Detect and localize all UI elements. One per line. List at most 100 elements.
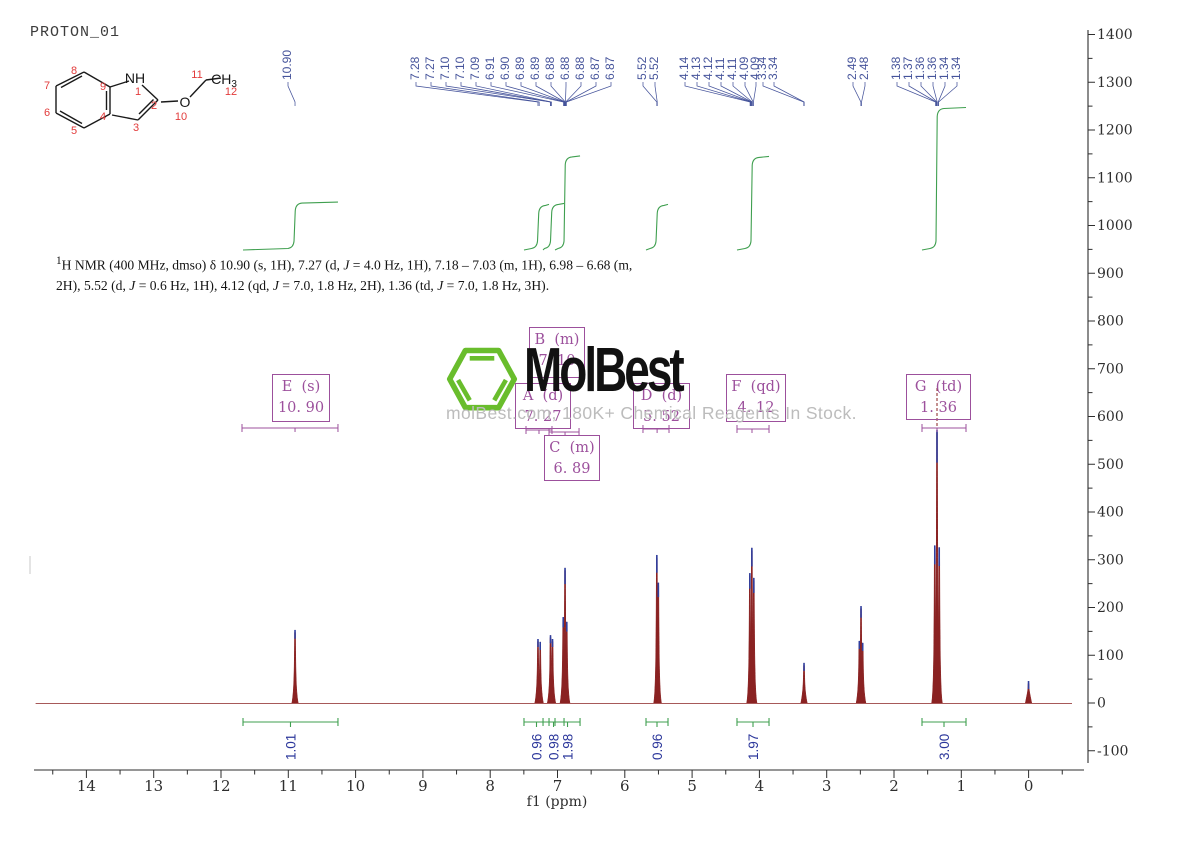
peak-shift-label: 6.88 xyxy=(558,56,572,80)
assignment-box-B: B (m) 7. 10 xyxy=(529,327,585,378)
peak-label-connector xyxy=(475,82,552,106)
peak-label-connector xyxy=(535,82,566,106)
integral-value-label: 0.96 xyxy=(530,734,545,760)
molbest-logo: MolBest xyxy=(446,340,737,420)
peak-shift-label: 5.52 xyxy=(647,56,661,80)
peak-label-connector xyxy=(938,82,958,106)
x-axis-tick-label: 8 xyxy=(485,777,495,795)
bond xyxy=(137,99,159,121)
assignment-box-D: D (d) 5. 52 xyxy=(633,383,690,429)
y-axis-tick-label: 400 xyxy=(1097,505,1124,521)
integral-range-bracket xyxy=(554,718,581,727)
x-axis-tick-label: 9 xyxy=(418,777,428,795)
integral-range-bracket xyxy=(736,718,770,727)
x-axis-tick-label: 12 xyxy=(211,777,230,795)
peak-shift-label: 4.12 xyxy=(701,56,715,80)
atom-number: 12 xyxy=(225,86,237,98)
x-axis-tick-label: 10 xyxy=(346,777,365,795)
double-bond xyxy=(59,110,83,125)
peak-label-connector xyxy=(920,82,938,106)
integral-curve xyxy=(736,155,770,251)
nmr-peak xyxy=(291,629,299,704)
peak-shift-label: 1.37 xyxy=(901,56,915,80)
page-title: PROTON_01 xyxy=(30,24,121,41)
bond xyxy=(83,71,111,88)
assignment-label: E (s) xyxy=(281,379,321,395)
atom-number: 10 xyxy=(175,111,187,123)
integral-range-bracket xyxy=(645,718,669,727)
peak-shift-label: 3.34 xyxy=(755,56,769,80)
nmr-annotation: 1H NMR (400 MHz, dmso) δ 10.90 (s, 1H), … xyxy=(56,255,633,293)
atom-number: 9 xyxy=(100,81,106,93)
x-axis-tick-label: 3 xyxy=(822,777,832,795)
peak-label-connector xyxy=(505,82,565,106)
integral-curve xyxy=(921,106,967,251)
integral-curve xyxy=(645,203,669,251)
peak-shift-label: 3.34 xyxy=(766,56,780,80)
double-bond xyxy=(60,75,83,89)
y-axis-tick-label: 600 xyxy=(1097,409,1124,425)
peak-shift-label: 4.11 xyxy=(713,57,727,80)
x-axis-tick-label: 13 xyxy=(144,777,163,795)
peak-shift-label: 6.87 xyxy=(588,56,602,80)
integral-value-label: 1.97 xyxy=(746,734,761,760)
integral-range-bracket xyxy=(921,718,967,727)
integral-curve xyxy=(242,201,338,251)
peak-shift-label: 6.89 xyxy=(513,56,527,80)
peak-label-connector xyxy=(460,82,552,106)
assignment-range-bracket xyxy=(525,426,553,434)
peak-label-connector xyxy=(565,82,582,106)
peak-shift-label: 2.49 xyxy=(845,56,859,80)
x-axis-tick-label: 6 xyxy=(620,777,630,795)
peak-shift-label: 4.13 xyxy=(689,56,703,80)
bond xyxy=(55,112,85,129)
peak-label-connector xyxy=(753,82,757,106)
peak-label-connector xyxy=(932,82,938,106)
peak-shift-label: 4.14 xyxy=(677,56,691,80)
assignment-range-bracket xyxy=(548,428,580,436)
x-axis-tick-label: 4 xyxy=(755,777,765,795)
peak-label-connector xyxy=(430,82,540,106)
atom-label: O xyxy=(180,94,191,110)
peak-label-connector xyxy=(696,82,752,106)
x-axis-tick-label: 2 xyxy=(889,777,899,795)
x-axis-tick-label: 14 xyxy=(77,777,96,795)
assignment-label: F (qd) xyxy=(731,379,781,395)
peak-label-connector xyxy=(490,82,564,106)
peak-label-connector xyxy=(566,82,612,106)
atom-number: 4 xyxy=(100,111,106,123)
y-axis-tick-label: 100 xyxy=(1097,648,1124,664)
assignment-box-A: A (d) 7. 27 xyxy=(515,383,571,429)
edge-artifact xyxy=(29,556,31,574)
double-bond xyxy=(138,99,154,115)
peak-shift-label: 4.09 xyxy=(737,56,751,80)
y-axis-tick-label: 300 xyxy=(1097,552,1124,568)
assignment-shift: 6. 89 xyxy=(553,461,591,477)
assignment-shift: 7. 27 xyxy=(524,409,562,425)
bond xyxy=(111,114,139,121)
assignment-shift: 5. 52 xyxy=(643,409,680,425)
assignment-shift: 7. 10 xyxy=(538,353,576,369)
integral-range-bracket xyxy=(542,718,565,727)
peak-shift-label: 6.90 xyxy=(498,56,512,80)
peak-label-connector xyxy=(732,82,753,106)
integral-range-bracket xyxy=(523,718,550,727)
y-axis-tick-label: -100 xyxy=(1097,743,1128,759)
peak-label-connector xyxy=(415,82,539,106)
peak-label-connector xyxy=(896,82,936,106)
peak-shift-label: 1.36 xyxy=(925,56,939,80)
x-axis-tick-label: 11 xyxy=(279,777,298,795)
atom-number: 2 xyxy=(151,100,157,112)
y-axis-tick-label: 1300 xyxy=(1097,75,1133,91)
atom-number: 7 xyxy=(44,80,50,92)
assignment-label: G (td) xyxy=(914,379,963,395)
bond xyxy=(189,79,207,98)
atom-number: 5 xyxy=(71,125,77,137)
peak-shift-label: 7.10 xyxy=(453,56,467,80)
assignment-box-G: G (td) 1. 36 xyxy=(906,374,971,420)
peak-shift-label: 7.09 xyxy=(468,56,482,80)
bond xyxy=(109,80,130,88)
peak-label-connector xyxy=(684,82,751,106)
